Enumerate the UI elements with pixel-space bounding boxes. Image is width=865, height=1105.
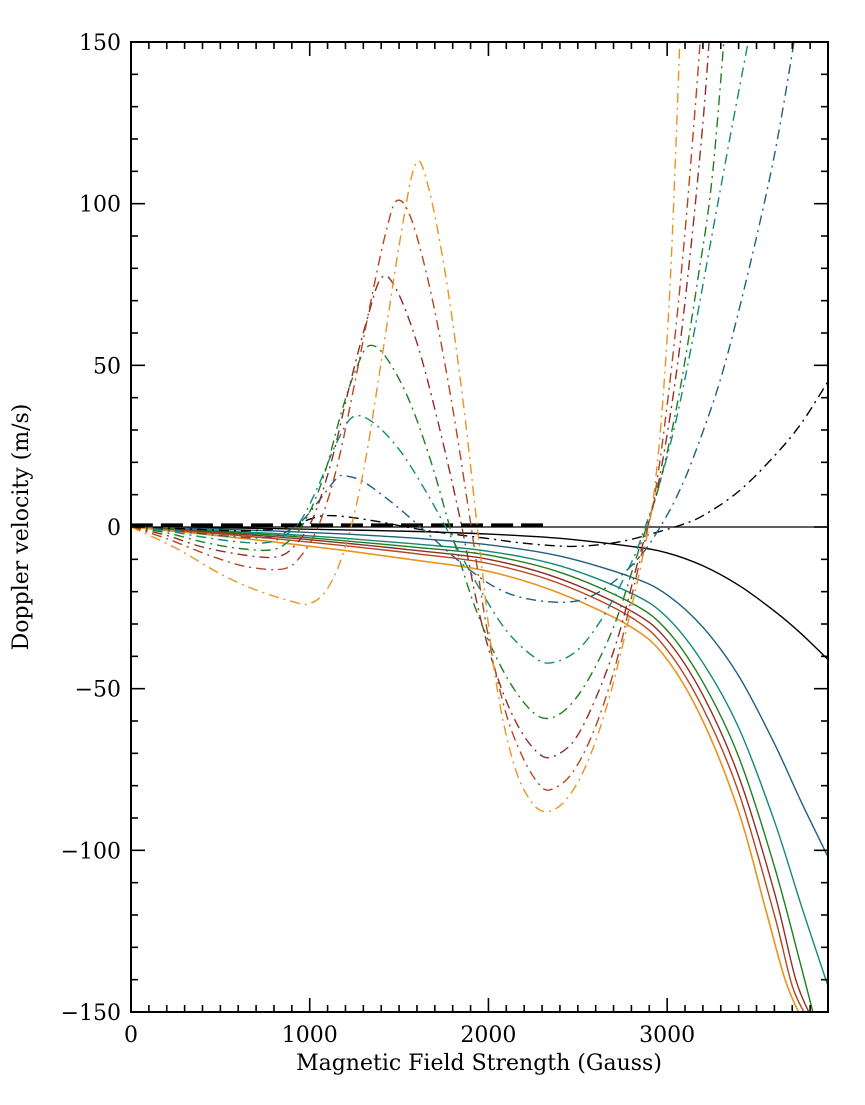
series-dashdot-black [131,381,828,548]
series-dashdot-maroon [131,42,710,759]
series-dashdot-green [131,42,725,720]
y-tick-label: 0 [107,516,121,541]
x-tick-label: 3000 [639,1023,695,1048]
y-tick-label: −50 [75,678,121,703]
series-solid-maroon [131,526,810,1012]
series-solid-steel-blue [131,526,828,858]
series-solid-green [131,526,814,1012]
x-axis-title: Magnetic Field Strength (Gauss) [296,1051,662,1076]
x-tick-label: 1000 [282,1023,338,1048]
y-tick-label: 100 [79,193,121,218]
series-solid-orange [131,526,800,1012]
series-dashdot-brick-red [131,42,701,791]
series-solid-black [131,526,828,661]
tick-label-layer: 0 1000 2000 3000 −150 −100 −50 0 50 100 150 [61,31,696,1048]
series-dashdot-orange [131,42,681,813]
x-tick-label: 2000 [460,1023,516,1048]
y-tick-label: 150 [79,31,121,56]
y-tick-label: −150 [61,1001,121,1026]
series-solid-brick-red [131,526,805,1012]
y-tick-label: 50 [93,354,121,379]
x-tick-label: 0 [124,1023,138,1048]
y-axis-title: Doppler velocity (m/s) [9,404,34,651]
y-tick-label: −100 [61,839,121,864]
series-dashdot-steel-blue [131,42,795,604]
series-solid-teal [131,526,828,987]
tick-layer [130,41,829,1013]
series-dashdot-teal [131,42,749,664]
series-layer [131,42,828,1012]
